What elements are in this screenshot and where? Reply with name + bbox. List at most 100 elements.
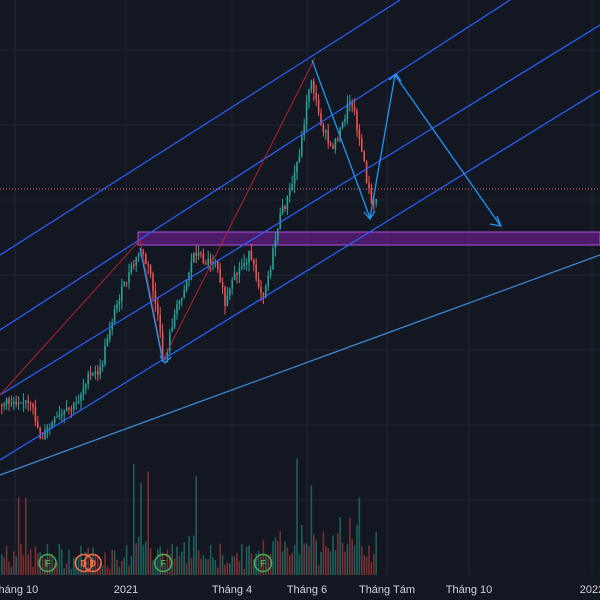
arrow-head-d[interactable] (489, 215, 503, 227)
x-tick-label-3: Tháng 6 (287, 584, 327, 596)
arrow-head-c[interactable] (388, 73, 402, 82)
volume-bar (149, 548, 152, 575)
candle-body (349, 101, 351, 104)
candle-body (56, 416, 58, 418)
wave-segment-a[interactable] (139, 247, 164, 363)
volume-bar (111, 549, 113, 575)
candle-body (39, 427, 41, 439)
x-tick-label-2: Tháng 4 (212, 584, 252, 596)
candle-body (137, 254, 140, 257)
candle-body (20, 402, 22, 404)
volume-bar (46, 544, 49, 575)
arrow-head-b[interactable] (363, 210, 376, 221)
volume-bar (82, 565, 85, 575)
volume-bar (161, 552, 164, 575)
channel-line-4[interactable] (0, 89, 600, 461)
volume-bar (20, 544, 22, 575)
volume-bar (310, 485, 313, 575)
candle-body (322, 124, 325, 133)
candle-body (253, 259, 255, 265)
candle-body (197, 253, 200, 256)
event-marker-label-3: D (89, 559, 96, 569)
support-zone[interactable] (137, 231, 600, 246)
candle-body (320, 113, 322, 125)
grid (0, 0, 600, 575)
volume-bar (73, 557, 75, 575)
volume-bar (183, 542, 185, 575)
volume-bar (125, 545, 128, 575)
candle-body (202, 254, 205, 264)
channel-line-2[interactable] (0, 0, 511, 331)
volume-bar (277, 541, 279, 575)
channel-line-3[interactable] (0, 24, 600, 396)
volume-bar (152, 560, 154, 575)
candle-body (250, 250, 253, 260)
volume-bar (233, 556, 236, 575)
wave-projection[interactable] (311, 59, 501, 226)
candle-body (125, 282, 128, 284)
channel-line-1[interactable] (0, 0, 401, 256)
candle-body (106, 339, 109, 346)
candle-body (284, 206, 286, 209)
event-marker-3[interactable] (83, 553, 102, 573)
candle-body (130, 264, 133, 273)
volume-bar (77, 556, 80, 575)
volume-bar (39, 552, 41, 575)
x-tick-label-5: Tháng 10 (446, 584, 492, 596)
volume-bar (363, 555, 365, 575)
volume-bar (327, 548, 329, 575)
candle-body (101, 364, 104, 367)
volume-bar (265, 556, 267, 575)
event-marker-5[interactable] (253, 553, 273, 573)
candle-body (29, 403, 32, 405)
channel-line-5[interactable] (0, 254, 600, 476)
candle-body (159, 314, 161, 332)
candle-body (92, 373, 94, 376)
support-zone-box[interactable] (137, 231, 600, 246)
candle-body (308, 89, 310, 102)
candle-body (327, 130, 329, 144)
volume-bar (121, 561, 123, 575)
volume-bar (293, 545, 296, 575)
candle-body (236, 273, 238, 275)
volume-bar (29, 548, 32, 575)
candle-body (171, 327, 173, 332)
candle-body (116, 303, 118, 309)
candle-body (279, 213, 281, 229)
candle-body (5, 398, 8, 405)
candle-body (190, 262, 193, 273)
candle-body (310, 80, 313, 90)
candle-body (183, 290, 185, 299)
volume-bar (1, 554, 3, 575)
candle-body (166, 350, 169, 360)
volume-bar (253, 559, 255, 575)
candle-body (22, 402, 25, 403)
candle-body (173, 313, 176, 327)
trend-drawings[interactable] (0, 0, 600, 476)
candle-body (245, 262, 248, 264)
candle-body (224, 287, 226, 306)
candle-body (70, 409, 73, 411)
event-marker-4[interactable] (153, 553, 173, 573)
candle-body (248, 250, 250, 263)
candlesticks (1, 78, 377, 441)
volume-bar (344, 551, 346, 575)
volume-bar (341, 542, 344, 575)
volume-bar (133, 463, 135, 575)
event-marker-2[interactable] (74, 553, 94, 573)
candle-body (109, 329, 111, 340)
candle-body (145, 254, 147, 264)
volume-bar (269, 554, 272, 575)
candle-body (152, 273, 154, 291)
arrow-head-a[interactable] (159, 355, 172, 365)
candle-body (229, 288, 231, 296)
candle-body (260, 286, 262, 293)
event-marker-1[interactable] (38, 553, 57, 573)
candle-body (238, 268, 241, 275)
volume-bar (25, 497, 27, 575)
zigzag-line[interactable] (0, 57, 316, 396)
volume-bar (22, 554, 25, 575)
candle-body (286, 195, 289, 209)
